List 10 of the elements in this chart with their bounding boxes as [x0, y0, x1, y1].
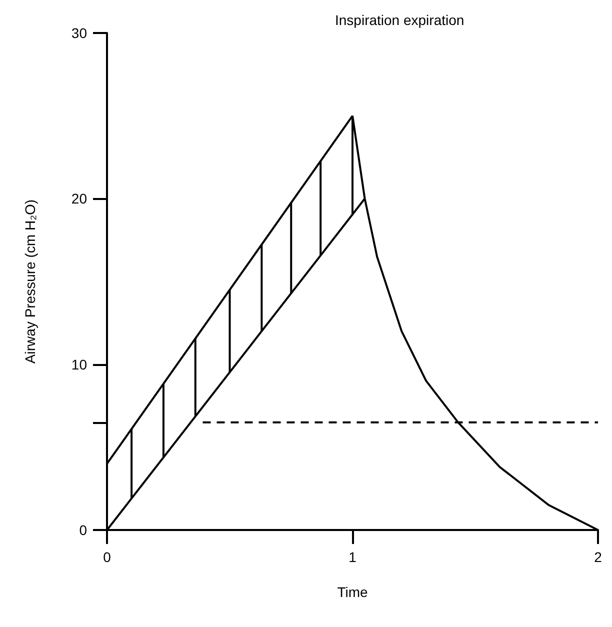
y-tick-label: 20 — [71, 190, 88, 207]
x-axis-title: Time — [337, 584, 368, 600]
x-tick-label: 0 — [103, 549, 112, 565]
x-tick-label: 1 — [348, 549, 357, 565]
x-tick-label: 2 — [594, 549, 602, 565]
chart-title: Inspiration expiration — [335, 12, 464, 28]
y-tick-label: 10 — [71, 356, 88, 372]
y-tick-label: 0 — [79, 522, 88, 538]
y-tick-label: 30 — [71, 25, 88, 41]
y-axis-title: Airway Pressure (cm H₂O) — [22, 199, 38, 364]
